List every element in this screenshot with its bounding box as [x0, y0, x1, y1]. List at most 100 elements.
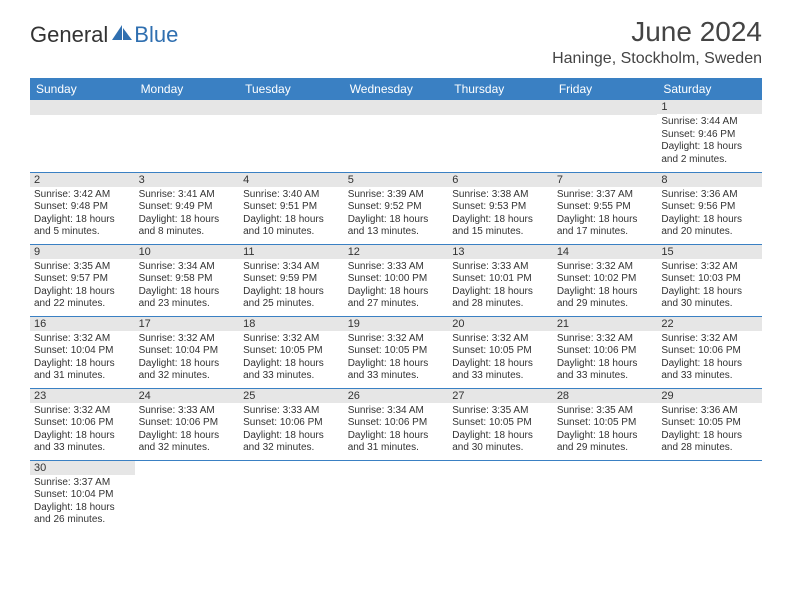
sunrise-line: Sunrise: 3:40 AM	[243, 189, 340, 202]
daylight-line: Daylight: 18 hours and 8 minutes.	[139, 214, 236, 239]
day-number-bar: 13	[448, 245, 553, 259]
day-details: Sunrise: 3:32 AMSunset: 10:06 PMDaylight…	[553, 331, 658, 387]
day-details: Sunrise: 3:35 AMSunset: 9:57 PMDaylight:…	[30, 259, 135, 315]
calendar-cell	[448, 460, 553, 532]
day-number-bar: 14	[553, 245, 658, 259]
logo-text-general: General	[30, 22, 108, 48]
day-details: Sunrise: 3:34 AMSunset: 9:58 PMDaylight:…	[135, 259, 240, 315]
sunrise-line: Sunrise: 3:32 AM	[34, 333, 131, 346]
sunrise-line: Sunrise: 3:35 AM	[34, 261, 131, 274]
day-details: Sunrise: 3:35 AMSunset: 10:05 PMDaylight…	[553, 403, 658, 459]
calendar-cell: 30Sunrise: 3:37 AMSunset: 10:04 PMDaylig…	[30, 460, 135, 532]
day-details: Sunrise: 3:33 AMSunset: 10:06 PMDaylight…	[135, 403, 240, 459]
day-number-bar: 16	[30, 317, 135, 331]
sunrise-line: Sunrise: 3:32 AM	[661, 333, 758, 346]
calendar-cell: 23Sunrise: 3:32 AMSunset: 10:06 PMDaylig…	[30, 388, 135, 460]
calendar-cell	[135, 460, 240, 532]
day-details: Sunrise: 3:40 AMSunset: 9:51 PMDaylight:…	[239, 187, 344, 243]
day-number-bar: 10	[135, 245, 240, 259]
sunset-line: Sunset: 9:56 PM	[661, 201, 758, 214]
title-block: June 2024 Haninge, Stockholm, Sweden	[552, 16, 762, 68]
calendar-cell: 16 Sunrise: 3:32 AMSunset: 10:04 PMDaylig…	[30, 316, 135, 388]
day-details: Sunrise: 3:32 AMSunset: 10:04 PMDaylight…	[135, 331, 240, 387]
calendar-cell: 28Sunrise: 3:35 AMSunset: 10:05 PMDaylig…	[553, 388, 658, 460]
day-details: Sunrise: 3:32 AMSunset: 10:05 PMDaylight…	[448, 331, 553, 387]
day-details: Sunrise: 3:32 AMSunset: 10:06 PMDaylight…	[30, 403, 135, 459]
sunset-line: Sunset: 9:48 PM	[34, 201, 131, 214]
day-details: Sunrise: 3:32 AMSunset: 10:05 PMDaylight…	[344, 331, 449, 387]
sunrise-line: Sunrise: 3:33 AM	[348, 261, 445, 274]
day-number-bar-empty	[344, 100, 449, 115]
day-number-bar: 18	[239, 317, 344, 331]
daylight-line: Daylight: 18 hours and 32 minutes.	[139, 430, 236, 455]
sunrise-line: Sunrise: 3:36 AM	[661, 189, 758, 202]
day-number-bar: 27	[448, 389, 553, 403]
day-details: Sunrise: 3:36 AMSunset: 9:56 PMDaylight:…	[657, 187, 762, 243]
daylight-line: Daylight: 18 hours and 31 minutes.	[34, 358, 131, 383]
day-number-bar-empty	[135, 100, 240, 115]
day-details: Sunrise: 3:41 AMSunset: 9:49 PMDaylight:…	[135, 187, 240, 243]
calendar-cell: 19Sunrise: 3:32 AMSunset: 10:05 PMDaylig…	[344, 316, 449, 388]
sunrise-line: Sunrise: 3:38 AM	[452, 189, 549, 202]
day-details: Sunrise: 3:44 AMSunset: 9:46 PMDaylight:…	[657, 114, 762, 170]
day-number-bar: 20	[448, 317, 553, 331]
daylight-line: Daylight: 18 hours and 28 minutes.	[452, 286, 549, 311]
calendar-cell	[657, 460, 762, 532]
calendar-cell: 9Sunrise: 3:35 AMSunset: 9:57 PMDaylight…	[30, 244, 135, 316]
calendar-body: 1Sunrise: 3:44 AMSunset: 9:46 PMDaylight…	[30, 100, 762, 532]
calendar-cell: 12Sunrise: 3:33 AMSunset: 10:00 PMDaylig…	[344, 244, 449, 316]
day-number-bar: 29	[657, 389, 762, 403]
calendar-cell: 11Sunrise: 3:34 AMSunset: 9:59 PMDayligh…	[239, 244, 344, 316]
weekday-header: Saturday	[657, 78, 762, 100]
sunset-line: Sunset: 10:04 PM	[34, 345, 131, 358]
day-details: Sunrise: 3:38 AMSunset: 9:53 PMDaylight:…	[448, 187, 553, 243]
day-details: Sunrise: 3:32 AMSunset: 10:02 PMDaylight…	[553, 259, 658, 315]
daylight-line: Daylight: 18 hours and 30 minutes.	[661, 286, 758, 311]
daylight-line: Daylight: 18 hours and 30 minutes.	[452, 430, 549, 455]
day-number-bar-empty	[553, 100, 658, 115]
daylight-line: Daylight: 18 hours and 25 minutes.	[243, 286, 340, 311]
sunrise-line: Sunrise: 3:33 AM	[452, 261, 549, 274]
sunrise-line: Sunrise: 3:32 AM	[243, 333, 340, 346]
calendar-row: 30Sunrise: 3:37 AMSunset: 10:04 PMDaylig…	[30, 460, 762, 532]
daylight-line: Daylight: 18 hours and 5 minutes.	[34, 214, 131, 239]
daylight-line: Daylight: 18 hours and 33 minutes.	[661, 358, 758, 383]
sunset-line: Sunset: 9:53 PM	[452, 201, 549, 214]
sunset-line: Sunset: 10:06 PM	[661, 345, 758, 358]
calendar-cell: 29Sunrise: 3:36 AMSunset: 10:05 PMDaylig…	[657, 388, 762, 460]
daylight-line: Daylight: 18 hours and 2 minutes.	[661, 141, 758, 166]
sunset-line: Sunset: 9:57 PM	[34, 273, 131, 286]
day-details: Sunrise: 3:33 AMSunset: 10:00 PMDaylight…	[344, 259, 449, 315]
day-number-bar-empty	[30, 100, 135, 115]
calendar-row: 1Sunrise: 3:44 AMSunset: 9:46 PMDaylight…	[30, 100, 762, 172]
sunset-line: Sunset: 9:59 PM	[243, 273, 340, 286]
calendar-cell	[344, 100, 449, 172]
sunrise-line: Sunrise: 3:32 AM	[557, 333, 654, 346]
daylight-line: Daylight: 18 hours and 10 minutes.	[243, 214, 340, 239]
day-number-bar-empty	[448, 100, 553, 115]
calendar-cell: 14Sunrise: 3:32 AMSunset: 10:02 PMDaylig…	[553, 244, 658, 316]
day-number-bar: 25	[239, 389, 344, 403]
day-number-bar: 9	[30, 245, 135, 259]
sunset-line: Sunset: 10:05 PM	[452, 345, 549, 358]
calendar-row: 2Sunrise: 3:42 AMSunset: 9:48 PMDaylight…	[30, 172, 762, 244]
weekday-header: Sunday	[30, 78, 135, 100]
daylight-line: Daylight: 18 hours and 20 minutes.	[661, 214, 758, 239]
calendar-cell	[344, 460, 449, 532]
day-number-bar: 17	[135, 317, 240, 331]
day-number-bar: 1	[657, 100, 762, 114]
calendar-cell: 20Sunrise: 3:32 AMSunset: 10:05 PMDaylig…	[448, 316, 553, 388]
day-number-bar: 6	[448, 173, 553, 187]
sunrise-line: Sunrise: 3:33 AM	[243, 405, 340, 418]
sunset-line: Sunset: 10:06 PM	[34, 417, 131, 430]
day-number-bar: 5	[344, 173, 449, 187]
daylight-line: Daylight: 18 hours and 27 minutes.	[348, 286, 445, 311]
sunset-line: Sunset: 10:06 PM	[139, 417, 236, 430]
sunset-line: Sunset: 9:46 PM	[661, 129, 758, 142]
sunrise-line: Sunrise: 3:35 AM	[452, 405, 549, 418]
daylight-line: Daylight: 18 hours and 32 minutes.	[139, 358, 236, 383]
day-details: Sunrise: 3:37 AMSunset: 9:55 PMDaylight:…	[553, 187, 658, 243]
calendar-cell: 4Sunrise: 3:40 AMSunset: 9:51 PMDaylight…	[239, 172, 344, 244]
daylight-line: Daylight: 18 hours and 33 minutes.	[34, 430, 131, 455]
weekday-header: Thursday	[448, 78, 553, 100]
